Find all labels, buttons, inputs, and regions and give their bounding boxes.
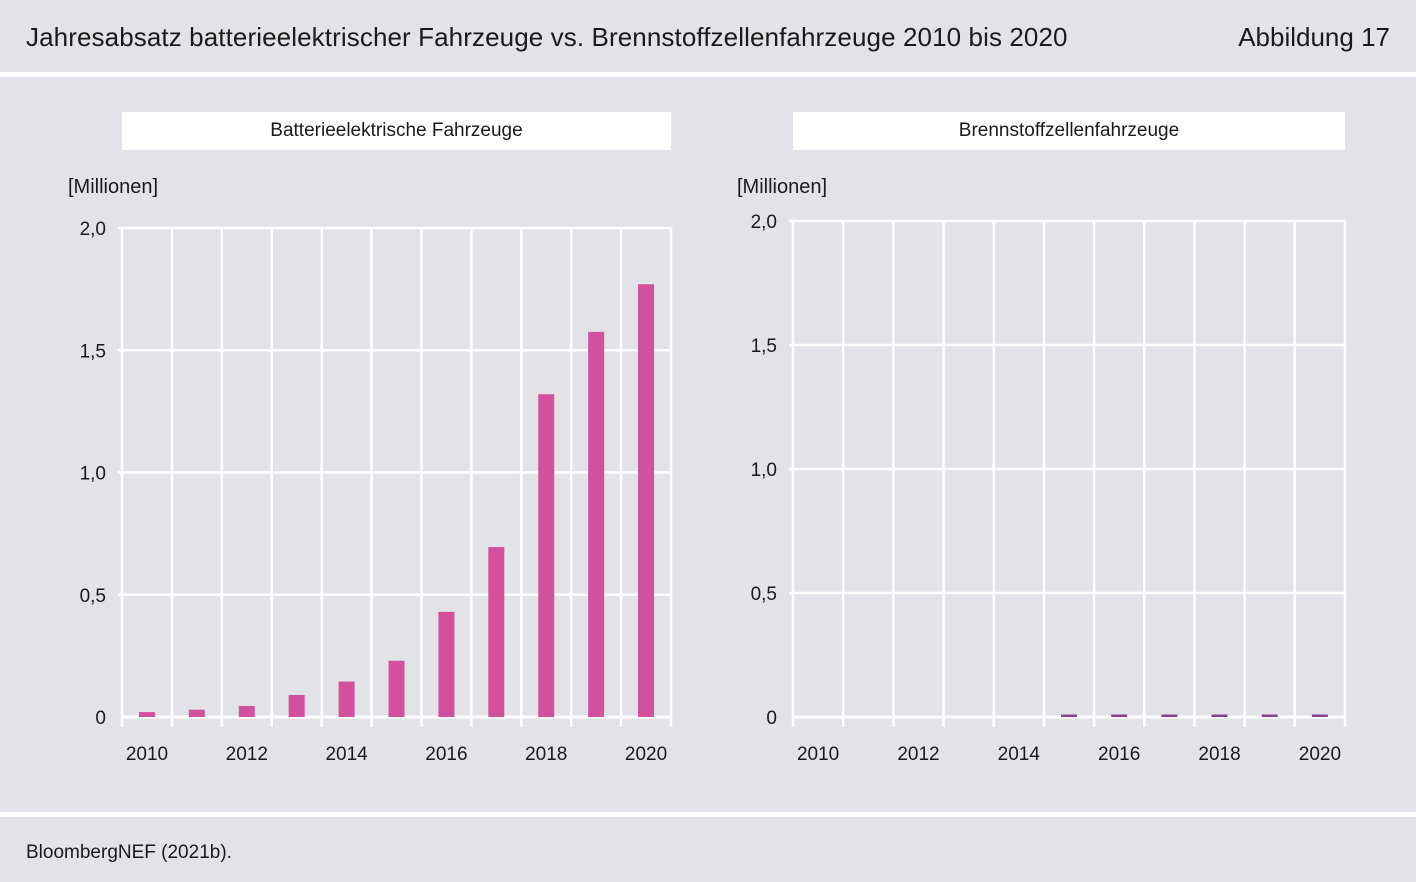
y-tick-label: 0 bbox=[95, 708, 106, 729]
y-tick-label: 1,5 bbox=[751, 336, 777, 357]
y-tick-label: 2,0 bbox=[751, 212, 777, 233]
y-unit-label-bev: [Millionen] bbox=[68, 176, 159, 198]
y-tick-label: 0,5 bbox=[80, 586, 106, 607]
x-tick-label: 2010 bbox=[797, 744, 839, 765]
y-unit-label-fcev: [Millionen] bbox=[737, 176, 828, 198]
bar-2015 bbox=[1061, 714, 1077, 717]
figure-title: Jahresabsatz batterieelektrischer Fahrze… bbox=[26, 22, 1068, 52]
bar-2020 bbox=[638, 284, 655, 717]
bar-2018 bbox=[538, 394, 555, 717]
bar-2018 bbox=[1211, 714, 1228, 717]
bar-2010 bbox=[138, 712, 155, 717]
bar-2020 bbox=[1311, 714, 1328, 717]
x-tick-label: 2018 bbox=[1198, 744, 1240, 765]
bar-2013 bbox=[288, 694, 305, 717]
x-tick-label: 2016 bbox=[1098, 744, 1140, 765]
source-note: BloombergNEF (2021b). bbox=[26, 842, 232, 863]
y-tick-label: 0 bbox=[766, 708, 777, 729]
figure-number: Abbildung 17 bbox=[1238, 22, 1390, 52]
y-tick-label: 2,0 bbox=[80, 219, 106, 240]
bar-2012 bbox=[238, 705, 255, 717]
panel-title-bev: Batterieelektrische Fahrzeuge bbox=[122, 112, 671, 150]
y-tick-label: 1,0 bbox=[80, 464, 106, 485]
x-tick-label: 2014 bbox=[998, 744, 1041, 765]
plot-fcev: 0 0,5 1,0 1,5 2,0 2010 2012 2014 2016 2018 2020 bbox=[751, 212, 1347, 765]
footer-divider bbox=[0, 812, 1416, 817]
bar-2017 bbox=[488, 547, 505, 717]
bar-2016 bbox=[438, 611, 455, 717]
x-tick-label: 2020 bbox=[625, 744, 667, 765]
x-tick-label: 2018 bbox=[525, 744, 567, 765]
bar-2016 bbox=[1111, 714, 1128, 717]
header-divider bbox=[0, 72, 1416, 77]
bar-2011 bbox=[188, 709, 205, 717]
x-tick-label: 2016 bbox=[425, 744, 467, 765]
bar-2017 bbox=[1161, 714, 1178, 717]
bar-2014 bbox=[338, 681, 355, 717]
bar-2015 bbox=[388, 660, 405, 717]
bar-2019 bbox=[1261, 714, 1278, 717]
plot-bev: 0 0,5 1,0 1,5 2,0 2010 2012 2014 2016 2018 2020 bbox=[80, 219, 673, 765]
y-tick-label: 1,0 bbox=[751, 460, 777, 481]
panel-title-fcev: Brennstoffzellenfahrzeuge bbox=[793, 112, 1345, 150]
x-tick-label: 2012 bbox=[226, 744, 268, 765]
x-tick-label: 2014 bbox=[325, 744, 368, 765]
header: Jahresabsatz batterieelektrischer Fahrze… bbox=[0, 0, 1416, 74]
x-tick-label: 2012 bbox=[897, 744, 939, 765]
y-tick-label: 1,5 bbox=[80, 341, 106, 362]
bar-2019 bbox=[588, 331, 605, 717]
y-tick-label: 0,5 bbox=[751, 584, 777, 605]
x-tick-label: 2010 bbox=[126, 744, 168, 765]
x-tick-label: 2020 bbox=[1299, 744, 1341, 765]
